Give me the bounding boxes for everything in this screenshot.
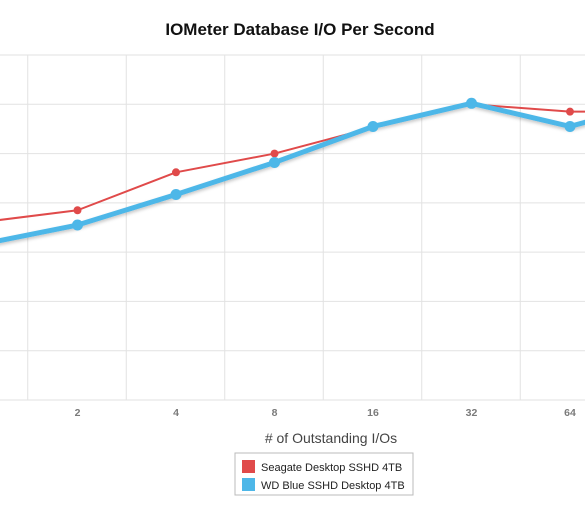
data-point[interactable] <box>172 168 180 177</box>
legend-swatch-seagate <box>242 460 255 473</box>
data-point[interactable] <box>564 120 576 132</box>
data-point[interactable] <box>269 156 280 168</box>
x-tick-label: 2 <box>75 407 81 419</box>
x-axis-title: # of Outstanding I/Os <box>265 430 397 446</box>
legend-box <box>234 452 414 496</box>
chart-title: IOMeter Database I/O Per Second <box>165 20 434 39</box>
data-point[interactable] <box>73 206 82 215</box>
x-tick-label: 16 <box>367 407 379 419</box>
series-line <box>0 100 585 244</box>
series-line <box>0 103 585 221</box>
legend: Seagate Desktop SSHD 4TB WD Blue SSHD De… <box>234 452 414 496</box>
data-point[interactable] <box>466 97 477 109</box>
series-seagate <box>0 100 585 221</box>
x-tick-labels: 2 4 8 16 32 64 <box>75 407 576 419</box>
data-point[interactable] <box>367 120 379 132</box>
x-tick-label: 64 <box>564 407 576 419</box>
series <box>0 97 585 244</box>
x-tick-label: 32 <box>466 407 478 419</box>
x-tick-label: 8 <box>272 407 278 419</box>
legend-label-wd: WD Blue SSHD Desktop 4TB <box>261 480 405 492</box>
legend-label-seagate: Seagate Desktop SSHD 4TB <box>261 462 402 474</box>
x-tick-label: 4 <box>173 407 179 419</box>
series-wd <box>0 97 585 244</box>
data-point[interactable] <box>72 219 83 231</box>
legend-swatch-wd <box>242 478 255 491</box>
data-point[interactable] <box>270 149 279 158</box>
data-point[interactable] <box>170 188 182 200</box>
data-point[interactable] <box>566 107 574 116</box>
